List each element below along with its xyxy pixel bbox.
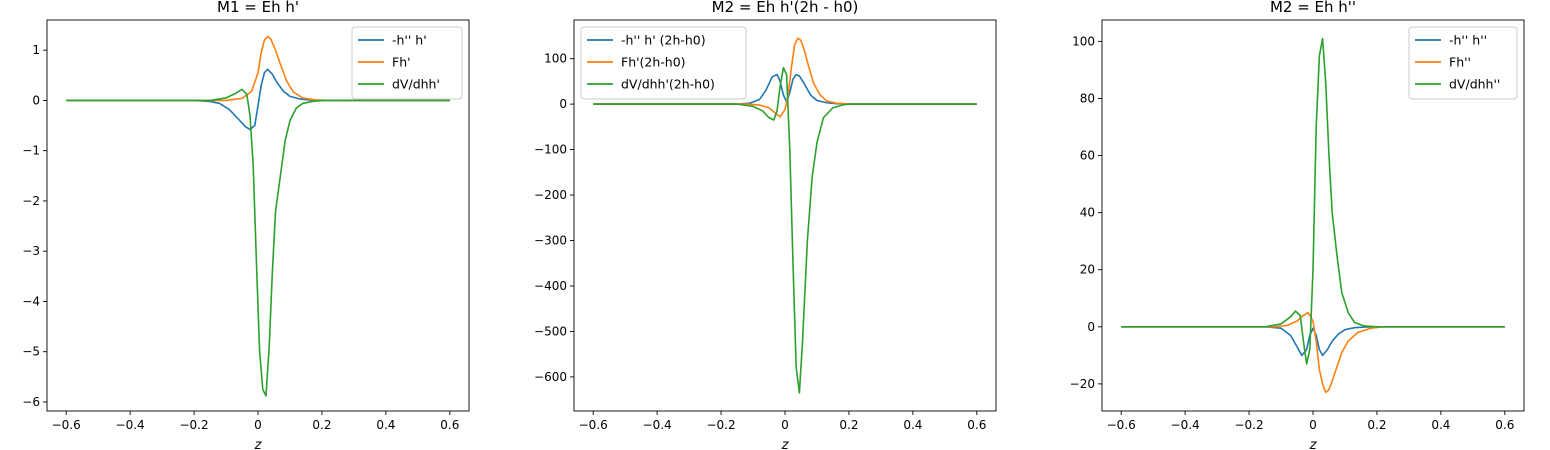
y-tick-label: 0 — [32, 93, 40, 107]
legend-entry: dV/dhh'' — [1449, 77, 1500, 92]
x-tick-label: −0.2 — [706, 418, 735, 432]
x-tick-label: 0.6 — [967, 418, 986, 432]
legend-box — [1408, 26, 1518, 100]
x-axis-label: z — [1309, 438, 1318, 450]
x-tick-label: −0.6 — [1107, 418, 1136, 432]
series-line-1 — [66, 68, 450, 131]
x-tick-label: 0.6 — [440, 418, 459, 432]
chart-title: M2 = Eh h'' — [1270, 0, 1356, 16]
y-tick-label: 100 — [544, 52, 567, 66]
y-tick-label: −100 — [534, 143, 567, 157]
x-tick-label: 0.6 — [1495, 418, 1514, 432]
y-tick-label: −500 — [534, 324, 567, 338]
legend: -h'' h'' Fh'' dV/dhh'' — [1408, 26, 1518, 100]
series-line-3 — [66, 88, 450, 397]
x-tick-label: 0.2 — [839, 418, 858, 432]
y-tick-label: 60 — [1080, 149, 1095, 163]
x-tick-label: 0.4 — [1431, 418, 1450, 432]
y-tick-label: −20 — [1070, 377, 1095, 391]
x-tick-label: −0.2 — [1234, 418, 1263, 432]
x-tick-label: −0.6 — [579, 418, 608, 432]
chart-title: M2 = Eh h'(2h - h0) — [712, 0, 859, 16]
y-tick-label: 0 — [1087, 320, 1095, 334]
y-tick-label: −3 — [22, 244, 40, 258]
y-tick-label: −300 — [534, 234, 567, 248]
x-tick-label: 0 — [781, 418, 789, 432]
x-tick-label: 0 — [254, 418, 262, 432]
series-line-2 — [1121, 311, 1505, 394]
legend-entry: -h'' h' — [392, 33, 427, 48]
x-tick-label: 0 — [1309, 418, 1317, 432]
x-tick-label: −0.6 — [52, 418, 81, 432]
series-line-1 — [593, 73, 977, 105]
series-line-3 — [1121, 37, 1505, 365]
legend-box — [580, 26, 747, 100]
x-tick-label: 0.2 — [1367, 418, 1386, 432]
chart-title: M1 = Eh h' — [217, 0, 299, 16]
legend: -h'' h' Fh' dV/dhh' — [351, 26, 463, 100]
x-tick-label: −0.4 — [116, 418, 145, 432]
y-tick-label: 1 — [32, 43, 40, 57]
chart-panel-3: −0.6 −0.4 −0.2 0 0.2 0.4 0.6 −20 0 20 40 60 80 100 M2 … — [1070, 0, 1525, 450]
legend-entry: Fh'' — [1449, 55, 1471, 70]
legend-entry: -h'' h'' — [1449, 33, 1487, 48]
legend-entry: Fh' — [392, 55, 411, 70]
series-line-3 — [593, 66, 977, 394]
x-axis-label: z — [781, 438, 790, 450]
y-tick-label: −400 — [534, 279, 567, 293]
series-line-2 — [66, 35, 450, 102]
y-tick-label: 0 — [559, 97, 567, 111]
legend-box — [351, 26, 463, 100]
chart-panel-1: −0.6 −0.4 −0.2 0 0.2 0.4 0.6 −6 −5 −4 −3 −2 −1 0 1 M1 =… — [22, 0, 470, 450]
y-tick-label: 20 — [1080, 263, 1095, 277]
legend-entry: dV/dhh'(2h-h0) — [621, 77, 715, 92]
legend-entry: dV/dhh' — [392, 77, 440, 92]
series-line-1 — [1121, 326, 1505, 357]
legend-entry: Fh'(2h-h0) — [621, 55, 686, 70]
y-tick-label: −200 — [534, 188, 567, 202]
legend-entry: -h'' h' (2h-h0) — [621, 33, 706, 48]
y-tick-label: −2 — [22, 194, 40, 208]
y-tick-label: 100 — [1072, 34, 1095, 48]
y-tick-label: −600 — [534, 370, 567, 384]
series-line-2 — [593, 37, 977, 118]
legend: -h'' h' (2h-h0) Fh'(2h-h0) dV/dhh'(2h-h0) — [580, 26, 747, 100]
y-tick-label: 80 — [1080, 91, 1095, 105]
y-tick-label: −1 — [22, 144, 40, 158]
x-tick-label: 0.4 — [903, 418, 922, 432]
y-tick-label: −4 — [22, 294, 40, 308]
x-tick-label: −0.2 — [179, 418, 208, 432]
chart-panel-2: −0.6 −0.4 −0.2 0 0.2 0.4 0.6 −600 −500 −400 −300 −2… — [534, 0, 997, 450]
y-tick-label: −5 — [22, 345, 40, 359]
x-axis-label: z — [254, 438, 263, 450]
x-tick-label: 0.2 — [312, 418, 331, 432]
y-tick-label: 40 — [1080, 206, 1095, 220]
x-tick-label: −0.4 — [643, 418, 672, 432]
y-tick-label: −6 — [22, 395, 40, 409]
x-tick-label: −0.4 — [1171, 418, 1200, 432]
x-tick-label: 0.4 — [376, 418, 395, 432]
